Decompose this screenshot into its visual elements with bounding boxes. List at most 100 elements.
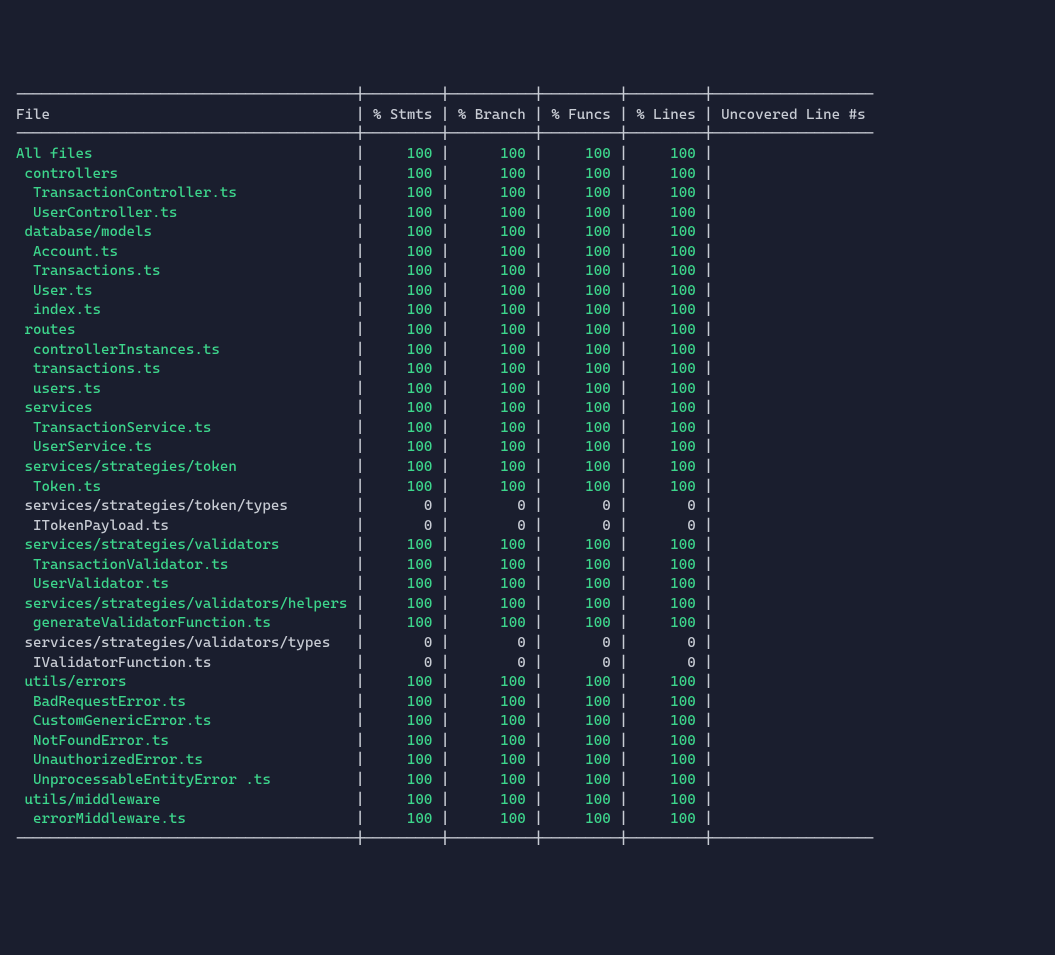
funcs-cell: 0 — [543, 498, 619, 514]
coverage-row: All files | 100 | 100 | 100 | 100 | — [16, 145, 1039, 165]
funcs-cell: 100 — [543, 459, 619, 475]
pipe: | — [619, 772, 628, 788]
lines-cell: 100 — [628, 322, 704, 338]
coverage-row: services/strategies/validators/types | 0… — [16, 634, 1039, 654]
coverage-row: routes | 100 | 100 | 100 | 100 | — [16, 321, 1039, 341]
coverage-row: services/strategies/validators/helpers |… — [16, 595, 1039, 615]
file-cell: Transactions.ts — [16, 263, 356, 279]
stmts-cell: 100 — [364, 439, 440, 455]
pipe: | — [704, 576, 713, 592]
pipe: | — [619, 302, 628, 318]
lines-cell: 100 — [628, 342, 704, 358]
branch-cell: 100 — [449, 674, 534, 690]
stmts-cell: 100 — [364, 459, 440, 475]
lines-cell: 100 — [628, 283, 704, 299]
lines-cell: 100 — [628, 381, 704, 397]
branch-cell: 100 — [449, 557, 534, 573]
file-cell: database/models — [16, 224, 356, 240]
lines-cell: 100 — [628, 674, 704, 690]
branch-cell: 100 — [449, 283, 534, 299]
uncovered-cell — [713, 596, 874, 612]
funcs-cell: 100 — [543, 400, 619, 416]
branch-cell: 100 — [449, 420, 534, 436]
stmts-cell: 100 — [364, 674, 440, 690]
coverage-row: services/strategies/validators | 100 | 1… — [16, 536, 1039, 556]
pipe: | — [534, 283, 543, 299]
uncovered-cell — [713, 205, 874, 221]
stmts-cell: 100 — [364, 166, 440, 182]
lines-cell: 100 — [628, 146, 704, 162]
file-cell: utils/middleware — [16, 792, 356, 808]
pipe: | — [534, 596, 543, 612]
pipe: | — [534, 498, 543, 514]
funcs-cell: 100 — [543, 674, 619, 690]
lines-cell: 100 — [628, 792, 704, 808]
stmts-cell: 100 — [364, 322, 440, 338]
coverage-row: UnprocessableEntityError .ts | 100 | 100… — [16, 771, 1039, 791]
separator-row: ----------------------------------------… — [16, 830, 1039, 850]
pipe: | — [534, 459, 543, 475]
lines-cell: 100 — [628, 224, 704, 240]
branch-cell: 100 — [449, 811, 534, 827]
branch-cell: 100 — [449, 322, 534, 338]
pipe: | — [619, 811, 628, 827]
pipe: | — [534, 322, 543, 338]
pipe: | — [704, 557, 713, 573]
funcs-cell: 100 — [543, 811, 619, 827]
uncovered-cell — [713, 537, 874, 553]
pipe: | — [619, 694, 628, 710]
lines-cell: 100 — [628, 615, 704, 631]
pipe: | — [619, 674, 628, 690]
lines-cell: 0 — [628, 655, 704, 671]
header-row: File | % Stmts | % Branch | % Funcs | % … — [16, 106, 1039, 126]
pipe: | — [704, 733, 713, 749]
coverage-row: BadRequestError.ts | 100 | 100 | 100 | 1… — [16, 693, 1039, 713]
pipe: | — [619, 733, 628, 749]
pipe: | — [704, 224, 713, 240]
file-cell: controllerInstances.ts — [16, 342, 356, 358]
coverage-row: services/strategies/token | 100 | 100 | … — [16, 458, 1039, 478]
uncovered-cell — [713, 479, 874, 495]
stmts-cell: 100 — [364, 752, 440, 768]
pipe: | — [619, 596, 628, 612]
coverage-row: User.ts | 100 | 100 | 100 | 100 | — [16, 282, 1039, 302]
stmts-cell: 0 — [364, 655, 440, 671]
pipe: | — [619, 498, 628, 514]
branch-cell: 0 — [449, 518, 534, 534]
coverage-row: services | 100 | 100 | 100 | 100 | — [16, 399, 1039, 419]
file-cell: controllers — [16, 166, 356, 182]
lines-cell: 100 — [628, 576, 704, 592]
funcs-cell: 100 — [543, 694, 619, 710]
pipe: | — [619, 263, 628, 279]
funcs-cell: 100 — [543, 361, 619, 377]
pipe: | — [704, 263, 713, 279]
pipe: | — [704, 694, 713, 710]
branch-cell: 100 — [449, 615, 534, 631]
pipe: | — [534, 674, 543, 690]
lines-cell: 100 — [628, 596, 704, 612]
pipe: | — [619, 381, 628, 397]
stmts-cell: 100 — [364, 792, 440, 808]
pipe: | — [619, 479, 628, 495]
branch-cell: 100 — [449, 205, 534, 221]
file-cell: UnauthorizedError.ts — [16, 752, 356, 768]
coverage-row: generateValidatorFunction.ts | 100 | 100… — [16, 614, 1039, 634]
lines-cell: 100 — [628, 772, 704, 788]
funcs-cell: 100 — [543, 479, 619, 495]
uncovered-cell — [713, 439, 874, 455]
branch-cell: 100 — [449, 713, 534, 729]
funcs-cell: 100 — [543, 322, 619, 338]
pipe: | — [619, 655, 628, 671]
coverage-row: TransactionController.ts | 100 | 100 | 1… — [16, 184, 1039, 204]
funcs-cell: 100 — [543, 772, 619, 788]
pipe: | — [704, 655, 713, 671]
uncovered-cell — [713, 342, 874, 358]
file-cell: NotFoundError.ts — [16, 733, 356, 749]
funcs-cell: 100 — [543, 713, 619, 729]
lines-cell: 0 — [628, 518, 704, 534]
lines-cell: 100 — [628, 811, 704, 827]
coverage-row: transactions.ts | 100 | 100 | 100 | 100 … — [16, 360, 1039, 380]
uncovered-cell — [713, 420, 874, 436]
stmts-cell: 100 — [364, 557, 440, 573]
uncovered-cell — [713, 557, 874, 573]
